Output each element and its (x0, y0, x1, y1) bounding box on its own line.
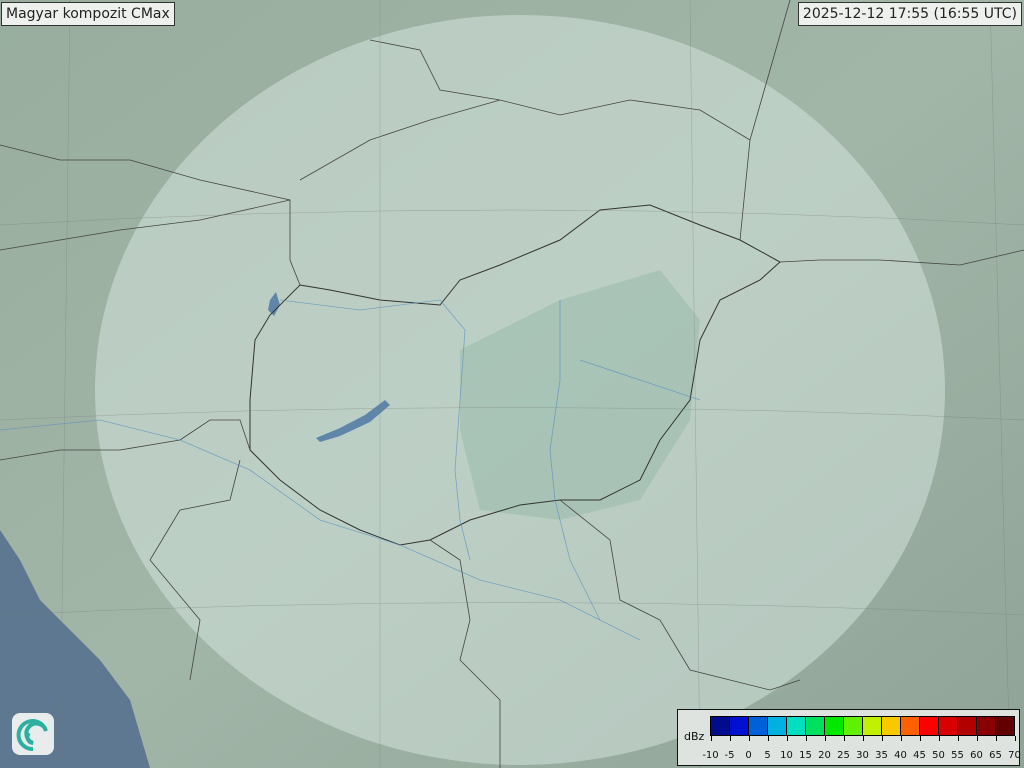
legend-tick-label: 25 (837, 750, 850, 761)
legend-tick-label: 30 (856, 750, 869, 761)
legend-unit: dBz (684, 730, 705, 743)
legend-tick-mark (824, 736, 826, 741)
legend-tick-label: 15 (799, 750, 812, 761)
legend-tick-label: 40 (894, 750, 907, 761)
legend-color-cell (882, 717, 901, 735)
legend-tick-label: 65 (989, 750, 1002, 761)
legend-tick-label: 5 (764, 750, 771, 761)
legend-tick-mark (919, 736, 921, 741)
legend-tick-mark (805, 736, 807, 741)
lake-balaton (316, 400, 390, 442)
timestamp: 2025-12-12 17:55 (16:55 UTC) (797, 2, 1022, 26)
adriatic-sea (0, 530, 150, 768)
legend-tick-mark (786, 736, 788, 741)
legend-tick-mark (938, 736, 940, 741)
legend-tick-mark (862, 736, 864, 741)
legend-tick-label: -5 (724, 750, 735, 761)
legend-color-cell (730, 717, 749, 735)
rivers (0, 299, 701, 641)
met-service-swirl-logo-icon (12, 713, 54, 755)
legend-color-cell (901, 717, 920, 735)
legend-tick-label: 35 (875, 750, 888, 761)
legend-tick-mark (767, 736, 769, 741)
legend-tick-label: 70 (1008, 750, 1021, 761)
legend-tick-mark (976, 736, 978, 741)
dbz-legend: dBz -10 -5 0 5 10 15 20 25 30 35 40 45 50 55 60 65 70 (677, 709, 1021, 766)
legend-tick-label: 55 (951, 750, 964, 761)
legend-color-cell (863, 717, 882, 735)
legend-color-cell (749, 717, 768, 735)
legend-tick-label: 0 (745, 750, 752, 761)
legend-tick-mark (957, 736, 959, 741)
legend-tick-mark (748, 736, 750, 741)
legend-tick-label: 45 (913, 750, 926, 761)
great-plain (460, 270, 700, 520)
legend-tick-mark (900, 736, 902, 741)
legend-color-cell (958, 717, 977, 735)
legend-color-cell (977, 717, 996, 735)
legend-tick-label: 10 (780, 750, 793, 761)
legend-color-cell (825, 717, 844, 735)
legend-tick-mark (843, 736, 845, 741)
legend-color-cell (806, 717, 825, 735)
legend-tick-label: -10 (702, 750, 719, 761)
legend-color-cell (711, 717, 730, 735)
legend-color-cell (920, 717, 939, 735)
legend-tick-label: 50 (932, 750, 945, 761)
lake-neusiedl (268, 292, 280, 316)
map-title: Magyar kompozit CMax (1, 2, 175, 26)
legend-color-cell (787, 717, 806, 735)
legend-color-cell (939, 717, 958, 735)
legend-tick-mark (881, 736, 883, 741)
hungary-border (249, 204, 781, 546)
legend-tick-mark (710, 736, 712, 741)
legend-tick-label: 20 (818, 750, 831, 761)
legend-color-cell (768, 717, 787, 735)
legend-tick-mark (729, 736, 731, 741)
color-scale-bar (710, 716, 1015, 736)
legend-color-cell (844, 717, 863, 735)
legend-tick-label: 60 (970, 750, 983, 761)
legend-tick-mark (995, 736, 997, 741)
legend-tick-mark (1014, 736, 1016, 741)
legend-color-cell (996, 717, 1014, 735)
